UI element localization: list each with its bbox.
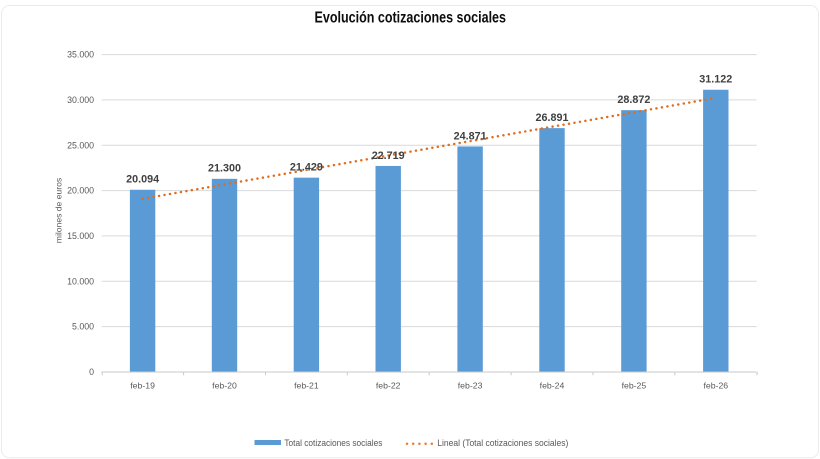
svg-text:feb-19: feb-19 (130, 380, 155, 390)
svg-text:milones de euros: milones de euros (54, 178, 64, 243)
svg-text:28.872: 28.872 (617, 94, 650, 106)
svg-text:Total cotizaciones sociales: Total cotizaciones sociales (284, 438, 383, 448)
svg-text:30.000: 30.000 (67, 95, 94, 105)
svg-text:feb-26: feb-26 (703, 380, 728, 390)
svg-text:0: 0 (89, 367, 94, 377)
svg-text:15.000: 15.000 (67, 231, 94, 241)
svg-text:feb-23: feb-23 (458, 380, 483, 390)
svg-text:feb-22: feb-22 (376, 380, 401, 390)
svg-text:26.891: 26.891 (536, 112, 569, 124)
svg-text:Evolución cotizaciones sociale: Evolución cotizaciones sociales (315, 10, 507, 27)
svg-text:5.000: 5.000 (72, 322, 94, 332)
svg-text:Lineal (Total cotizaciones soc: Lineal (Total cotizaciones sociales) (437, 438, 568, 448)
svg-text:feb-20: feb-20 (212, 380, 237, 390)
svg-text:feb-21: feb-21 (294, 380, 319, 390)
svg-text:20.094: 20.094 (126, 174, 160, 186)
svg-text:21.300: 21.300 (208, 163, 241, 175)
svg-text:10.000: 10.000 (67, 276, 94, 286)
svg-text:20.000: 20.000 (67, 186, 94, 196)
svg-text:31.122: 31.122 (699, 74, 732, 86)
svg-text:feb-25: feb-25 (622, 380, 647, 390)
svg-text:feb-24: feb-24 (540, 380, 565, 390)
svg-text:24.871: 24.871 (454, 130, 487, 142)
svg-text:22.719: 22.719 (372, 150, 405, 162)
svg-text:25.000: 25.000 (67, 140, 94, 150)
svg-text:35.000: 35.000 (67, 50, 94, 60)
svg-text:21.429: 21.429 (290, 162, 323, 174)
